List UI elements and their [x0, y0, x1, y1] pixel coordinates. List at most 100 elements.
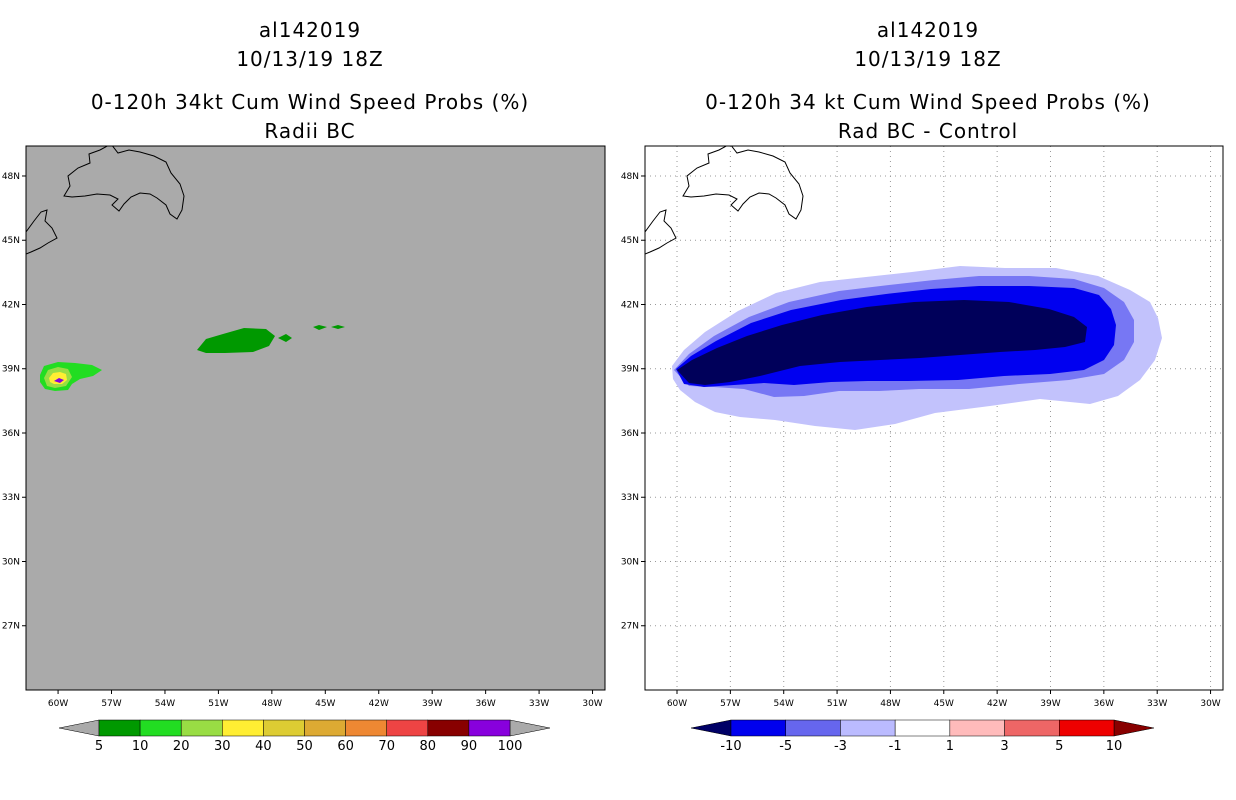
right-title-line3: 0-120h 34 kt Cum Wind Speed Probs (%): [705, 90, 1151, 114]
colorbar-swatch: [304, 719, 346, 737]
colorbar-swatch: [139, 719, 182, 737]
lat-tick-label: 45N: [621, 236, 639, 246]
left-map-panel: 60W 57W 54W 51W 48W 45W 42W 39W 36W 33W 30W 48N 45N 4…: [2, 145, 606, 709]
left-coastline: [26, 146, 185, 255]
left-region-green-dot3: [331, 325, 345, 329]
right-title-line4: Rad BC - Control: [837, 119, 1019, 143]
right-newfoundland-outline: [682, 146, 804, 220]
lat-tick-label: 39N: [2, 365, 20, 375]
right-contours: [645, 146, 1162, 430]
colorbar-label: 50: [296, 739, 313, 754]
left-plot-background: [26, 146, 605, 690]
colorbar-label: 70: [378, 739, 395, 754]
colorbar-swatch: [1004, 719, 1060, 737]
right-map-panel: 60W 57W 54W 51W 48W 45W 42W 39W 36W 33W 30W 48N 45N 4…: [621, 145, 1224, 709]
colorbar-swatch: [730, 719, 786, 737]
right-nova-scotia-outline: [645, 209, 677, 255]
lon-tick-label: 48W: [880, 699, 900, 709]
lat-tick-label: 27N: [621, 622, 639, 632]
lon-tick-label: 51W: [208, 699, 228, 709]
lon-tick-label: 48W: [262, 699, 282, 709]
colorbar-end-high: [1113, 719, 1155, 737]
lat-tick-label: 36N: [2, 429, 20, 439]
colorbar-swatch: [894, 719, 951, 737]
colorbar-swatch: [949, 719, 1005, 737]
lon-tick-label: 33W: [529, 699, 549, 709]
left-region-purple: [54, 378, 64, 383]
left-region-green-dot1: [278, 334, 292, 342]
right-grid: [645, 146, 1223, 690]
right-plot-background: [645, 146, 1223, 690]
lat-tick-label: 33N: [2, 493, 20, 503]
lon-tick-label: 57W: [101, 699, 121, 709]
lon-tick-label: 42W: [369, 699, 389, 709]
colorbar-swatch: [1059, 719, 1115, 737]
lat-tick-label: 45N: [2, 236, 20, 246]
lat-tick-label: 42N: [2, 300, 20, 310]
lon-tick-label: 57W: [720, 699, 740, 709]
left-region-green-big: [197, 328, 275, 353]
colorbar-swatch: [222, 719, 264, 737]
colorbar-swatch: [840, 719, 896, 737]
colorbar-swatch: [785, 719, 841, 737]
right-axis-ticks: 60W 57W 54W 51W 48W 45W 42W 39W 36W 33W 30W 48N 45N 4…: [621, 172, 1221, 709]
colorbar-label: -3: [834, 739, 847, 754]
right-colorbar: -10 -5 -3 -1 1 3 5 10: [690, 719, 1155, 754]
left-title-line3: 0-120h 34kt Cum Wind Speed Probs (%): [90, 90, 530, 114]
right-title-line2: 10/13/19 18Z: [854, 47, 1002, 71]
colorbar-label: 80: [420, 739, 437, 754]
lat-tick-label: 42N: [621, 300, 639, 310]
colorbar-label: 5: [95, 739, 103, 754]
lat-tick-label: 30N: [2, 557, 20, 567]
left-axis-ticks: 60W 57W 54W 51W 48W 45W 42W 39W 36W 33W 30W 48N 45N 4…: [2, 172, 603, 709]
colorbar-swatch: [263, 719, 305, 737]
right-plot-frame: [644, 145, 1224, 691]
left-region-green-dot2: [313, 325, 327, 330]
colorbar-label: -10: [720, 739, 741, 754]
lon-tick-label: 36W: [475, 699, 495, 709]
lon-tick-label: 42W: [987, 699, 1007, 709]
right-title-line1: al142019: [876, 18, 980, 42]
colorbar-end-low: [690, 719, 732, 737]
colorbar-end-high: [509, 719, 551, 737]
lat-tick-label: 27N: [2, 622, 20, 632]
colorbar-label: 60: [337, 739, 354, 754]
colorbar-label: 20: [173, 739, 190, 754]
left-plot-frame: [25, 145, 606, 691]
colorbar-swatch: [386, 719, 429, 737]
lon-tick-label: 54W: [155, 699, 175, 709]
left-contours: [26, 146, 345, 391]
lon-tick-label: 39W: [422, 699, 442, 709]
colorbar-label: 90: [461, 739, 478, 754]
colorbar-swatch: [427, 719, 470, 737]
lat-tick-label: 30N: [621, 557, 639, 567]
colorbar-label: 10: [132, 739, 149, 754]
colorbar-label: 10: [1106, 739, 1123, 754]
lon-tick-label: 30W: [1200, 699, 1220, 709]
colorbar-label: 100: [498, 739, 523, 754]
lon-tick-label: 45W: [315, 699, 335, 709]
colorbar-swatch: [98, 719, 141, 737]
colorbar-label: 1: [946, 739, 954, 754]
colorbar-label: 40: [255, 739, 272, 754]
colorbar-label: 30: [214, 739, 231, 754]
lon-tick-label: 60W: [667, 699, 687, 709]
right-region-navy: [677, 300, 1087, 385]
lon-tick-label: 54W: [774, 699, 794, 709]
colorbar-label: -5: [779, 739, 792, 754]
colorbar-label: -1: [889, 739, 902, 754]
left-title-line2: 10/13/19 18Z: [236, 47, 384, 71]
left-title-line4: Radii BC: [264, 119, 356, 143]
lon-tick-label: 45W: [934, 699, 954, 709]
colorbar-swatch: [345, 719, 387, 737]
lon-tick-label: 60W: [48, 699, 68, 709]
left-colorbar: 5 10 20 30 40 50 60 70 80 90 100: [58, 719, 551, 754]
lon-tick-label: 39W: [1040, 699, 1060, 709]
lat-tick-label: 48N: [2, 172, 20, 182]
lon-tick-label: 36W: [1094, 699, 1114, 709]
right-coastline: [645, 146, 804, 255]
lat-tick-label: 39N: [621, 365, 639, 375]
left-newfoundland-outline: [63, 146, 185, 220]
lat-tick-label: 33N: [621, 493, 639, 503]
